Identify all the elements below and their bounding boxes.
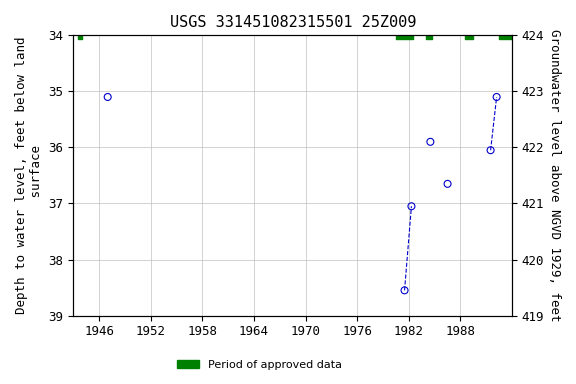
Point	[486, 147, 495, 153]
Point	[103, 94, 112, 100]
Point	[426, 139, 435, 145]
Point	[443, 181, 452, 187]
Point	[492, 94, 501, 100]
Title: USGS 331451082315501 25Z009: USGS 331451082315501 25Z009	[169, 15, 416, 30]
Y-axis label: Depth to water level, feet below land
 surface: Depth to water level, feet below land su…	[15, 37, 43, 314]
Y-axis label: Groundwater level above NGVD 1929, feet: Groundwater level above NGVD 1929, feet	[548, 29, 561, 322]
Point	[400, 287, 409, 293]
Point	[407, 203, 416, 209]
Legend: Period of approved data: Period of approved data	[172, 356, 346, 375]
